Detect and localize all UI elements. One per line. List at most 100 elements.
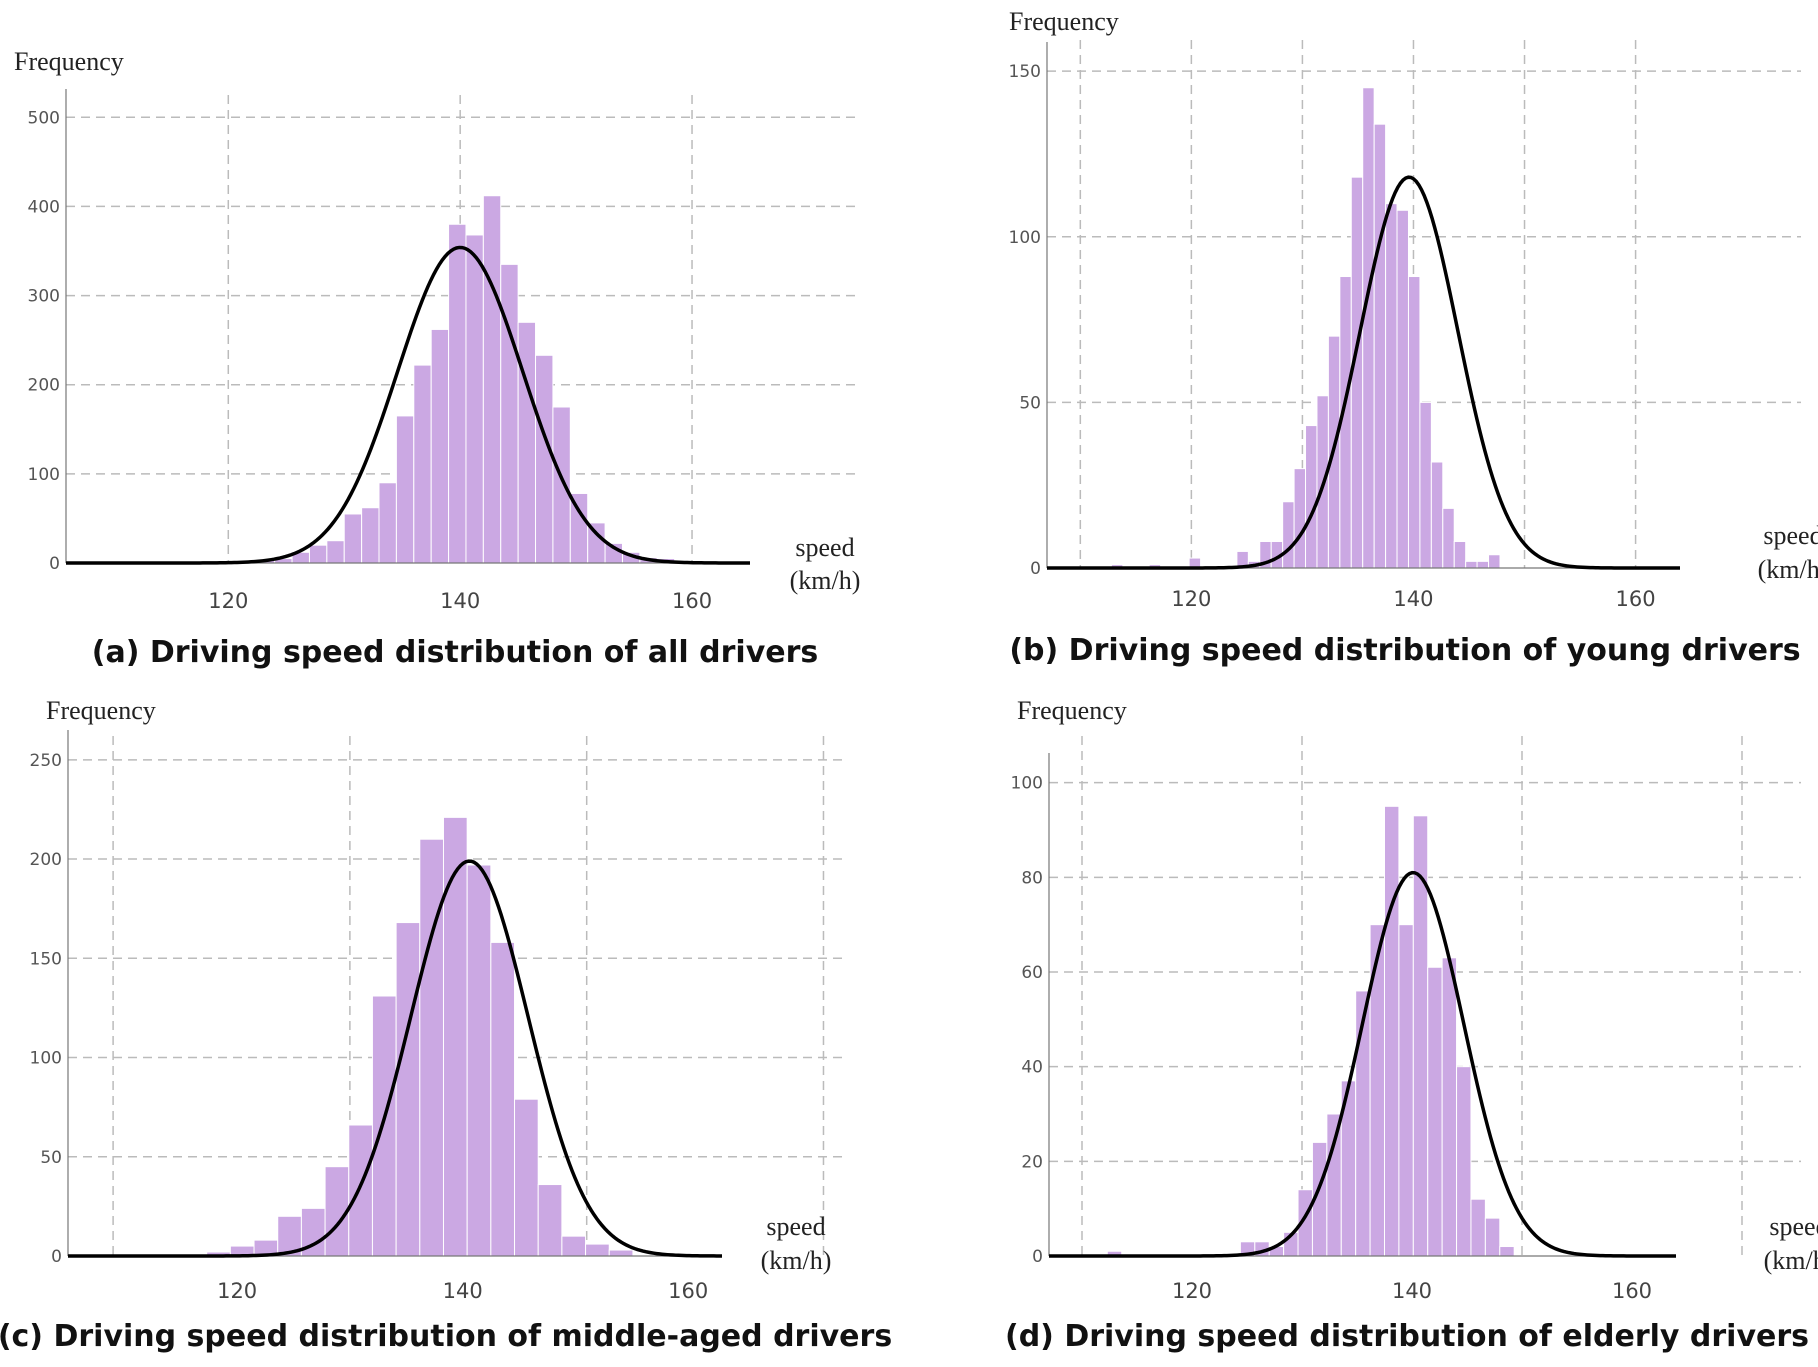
x-tick-label: 120 (217, 1279, 257, 1303)
histogram-bar (1384, 805, 1400, 1257)
histogram-bar (1442, 507, 1455, 569)
histogram-bar (561, 1235, 587, 1257)
histogram-bar (1419, 401, 1432, 569)
histogram-bar (378, 482, 397, 564)
y-axis-label: Frequency (1017, 696, 1127, 725)
histogram-bar (1282, 501, 1295, 569)
y-tick-label: 250 (30, 751, 62, 771)
y-tick-label: 50 (1019, 393, 1041, 413)
x-axis-label: speed (1763, 521, 1818, 550)
y-tick-label: 500 (28, 108, 60, 128)
histogram-bar (1488, 554, 1501, 569)
histogram-bar (1293, 468, 1307, 569)
histogram-bar (1355, 990, 1371, 1257)
y-tick-label: 40 (1021, 1058, 1043, 1078)
normal-curve (66, 245, 750, 565)
x-tick-label: 140 (1393, 587, 1433, 611)
chart-panel-d: 0 20 40 60 80 100 120 140 160 Frequency speed (km/h… (909, 683, 1818, 1366)
y-tick-label: 20 (1021, 1152, 1043, 1172)
histogram-bar (490, 941, 516, 1257)
histogram-bar (1398, 924, 1414, 1257)
chart-svg-c: 0 50 100 150 200 250 120 140 160 Frequency speed (k… (0, 696, 892, 1354)
histogram-bar (1407, 276, 1421, 569)
histogram-bar (1484, 1217, 1501, 1257)
histogram-bar (395, 922, 421, 1257)
histogram-bar (1396, 209, 1409, 569)
x-tick-label: 160 (1612, 1279, 1652, 1303)
normal-curve (1049, 870, 1676, 1258)
histogram-bar (361, 507, 380, 564)
histogram-bar (308, 544, 328, 564)
histogram-bar (395, 415, 415, 564)
histogram-bar (442, 816, 468, 1257)
histogram-bar (1362, 87, 1375, 569)
histogram-bar (1373, 123, 1387, 569)
histogram-bar (1470, 1198, 1486, 1257)
histogram-bar (608, 1249, 634, 1257)
x-axis-unit-label: (km/h) (1758, 555, 1818, 584)
normal-curve (68, 859, 723, 1258)
histogram-bar (348, 1124, 373, 1257)
normal-curve (1047, 175, 1680, 570)
y-tick-label: 100 (1009, 228, 1041, 248)
histogram-bar (326, 540, 345, 564)
y-tick-label: 150 (30, 949, 62, 969)
histogram-bar (1305, 425, 1318, 569)
y-tick-label: 200 (28, 376, 60, 396)
x-tick-label: 140 (443, 1279, 483, 1303)
histogram-bar (466, 864, 492, 1257)
histogram-bar (430, 328, 450, 564)
x-tick-label: 160 (668, 1279, 708, 1303)
histogram-bar (514, 1098, 539, 1257)
x-axis-unit-label: (km/h) (790, 566, 861, 595)
histogram-bar (500, 263, 519, 564)
y-tick-label: 100 (28, 465, 60, 485)
x-tick-label: 120 (1171, 587, 1211, 611)
histogram-bar (343, 513, 363, 564)
histogram-bar (1465, 560, 1478, 569)
chart-caption: (b) Driving speed distribution of young … (1009, 633, 1800, 668)
histogram-bar (1326, 1113, 1342, 1257)
y-tick-label: 400 (28, 197, 60, 217)
y-tick-label: 80 (1021, 868, 1043, 888)
y-tick-label: 0 (1030, 559, 1041, 579)
chart-panel-b: 0 50 100 150 120 140 160 Frequency speed (km/h) (b… (909, 0, 1818, 683)
histogram-bar (1499, 1246, 1515, 1257)
x-axis-label: speed (795, 533, 854, 562)
histogram-bar (371, 995, 397, 1257)
chart-svg-a: 0 100 200 300 400 500 120 140 160 Frequency speed (… (14, 47, 861, 670)
chart-caption: (d) Driving speed distribution of elderl… (1005, 1319, 1809, 1354)
y-tick-label: 60 (1021, 963, 1043, 983)
histogram-bar (482, 195, 502, 564)
histogram-bar (448, 223, 467, 564)
histogram-bar (1385, 203, 1398, 569)
x-tick-label: 140 (440, 589, 480, 613)
y-axis-label: Frequency (14, 47, 124, 76)
x-tick-label: 120 (1172, 1279, 1212, 1303)
y-tick-label: 200 (30, 850, 62, 870)
y-tick-label: 50 (40, 1148, 62, 1168)
y-axis-label: Frequency (1009, 7, 1119, 36)
chart-svg-b: 0 50 100 150 120 140 160 Frequency speed (km/h) (b… (1009, 7, 1818, 668)
x-tick-label: 120 (208, 589, 248, 613)
histogram-bar (537, 1184, 563, 1257)
histogram-bar (535, 354, 554, 564)
histogram-bar (413, 364, 432, 564)
x-tick-label: 160 (1616, 587, 1656, 611)
chart-caption: (c) Driving speed distribution of middle… (0, 1319, 892, 1354)
histogram-bar (517, 321, 537, 564)
histogram-bar (1430, 461, 1444, 569)
y-tick-label: 100 (30, 1049, 62, 1069)
histogram-bar (1456, 1066, 1472, 1257)
histogram-bar (552, 406, 571, 564)
x-tick-label: 140 (1392, 1279, 1432, 1303)
y-tick-label: 300 (28, 287, 60, 307)
histogram-bar (1453, 541, 1467, 569)
histogram-bar (1427, 966, 1443, 1257)
histogram-bar (585, 1243, 610, 1257)
y-axis-label: Frequency (46, 696, 156, 725)
chart-panel-c: 0 50 100 150 200 250 120 140 160 Frequency speed (k… (0, 683, 909, 1366)
x-axis-label: speed (766, 1212, 825, 1241)
histogram-bar (419, 838, 444, 1257)
histogram-bar (1476, 560, 1490, 569)
